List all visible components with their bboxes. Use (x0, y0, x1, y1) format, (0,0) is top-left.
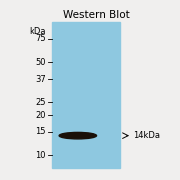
Text: 10: 10 (35, 151, 46, 160)
Bar (52, 22, 120, 168)
Text: 50: 50 (35, 58, 46, 67)
Ellipse shape (59, 132, 96, 139)
Text: kDa: kDa (30, 27, 46, 36)
Text: 75: 75 (35, 34, 46, 43)
Text: 20: 20 (35, 111, 46, 120)
Text: 14kDa: 14kDa (133, 131, 160, 140)
Text: Western Blot: Western Blot (63, 10, 129, 20)
Text: 37: 37 (35, 75, 46, 84)
Text: 25: 25 (35, 98, 46, 107)
Text: 15: 15 (35, 127, 46, 136)
